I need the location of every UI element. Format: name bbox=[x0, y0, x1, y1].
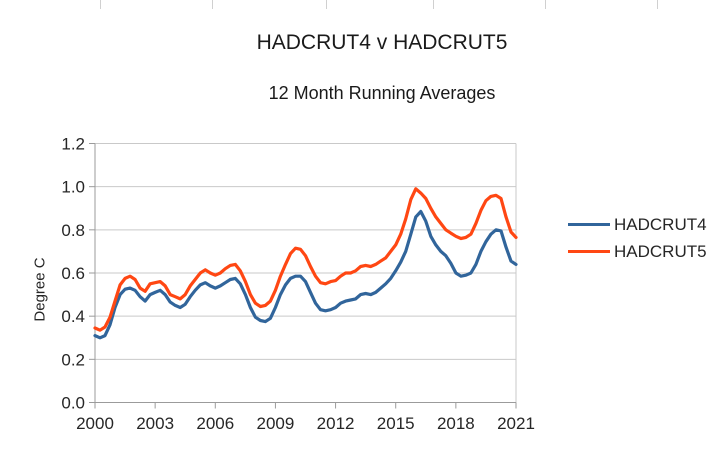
chart-subtitle: 12 Month Running Averages bbox=[268, 83, 496, 103]
series-line-hadcrut5 bbox=[93, 187, 518, 332]
legend-item-hadcrut4: HADCRUT4 bbox=[568, 211, 707, 238]
x-tick-label: 2006 bbox=[196, 414, 234, 433]
sheet-column-border bbox=[100, 0, 101, 9]
chart-title: HADCRUT4 v HADCRUT5 bbox=[256, 31, 508, 54]
y-tick-label: 0.2 bbox=[61, 350, 85, 369]
x-tick-label: 2000 bbox=[76, 414, 114, 433]
sheet-column-border bbox=[212, 0, 213, 9]
legend-line-hadcrut5 bbox=[568, 250, 610, 253]
x-tick-label: 2009 bbox=[257, 414, 295, 433]
sheet-column-border bbox=[657, 0, 658, 9]
y-tick-label: 0.0 bbox=[61, 394, 85, 413]
y-tick-label: 0.6 bbox=[61, 264, 85, 283]
sheet-column-border bbox=[326, 0, 327, 9]
sheet-column-border bbox=[433, 0, 434, 9]
y-tick-label: 1.2 bbox=[61, 135, 85, 154]
x-tick-label: 2003 bbox=[136, 414, 174, 433]
x-tick-label: 2021 bbox=[497, 414, 535, 433]
x-tick-label: 2015 bbox=[377, 414, 415, 433]
legend: HADCRUT4 HADCRUT5 bbox=[568, 211, 707, 265]
y-tick-label: 1.0 bbox=[61, 178, 85, 197]
series-line-hadcrut4 bbox=[93, 209, 518, 340]
legend-label-hadcrut5: HADCRUT5 bbox=[614, 242, 707, 261]
legend-item-hadcrut5: HADCRUT5 bbox=[568, 238, 707, 265]
y-tick-label: 0.8 bbox=[61, 221, 85, 240]
y-tick-label: 0.4 bbox=[61, 307, 85, 326]
legend-label-hadcrut4: HADCRUT4 bbox=[614, 215, 707, 234]
sheet-column-border bbox=[545, 0, 546, 9]
legend-line-hadcrut4 bbox=[568, 223, 610, 226]
x-tick-label: 2018 bbox=[437, 414, 475, 433]
x-tick-label: 2012 bbox=[317, 414, 355, 433]
